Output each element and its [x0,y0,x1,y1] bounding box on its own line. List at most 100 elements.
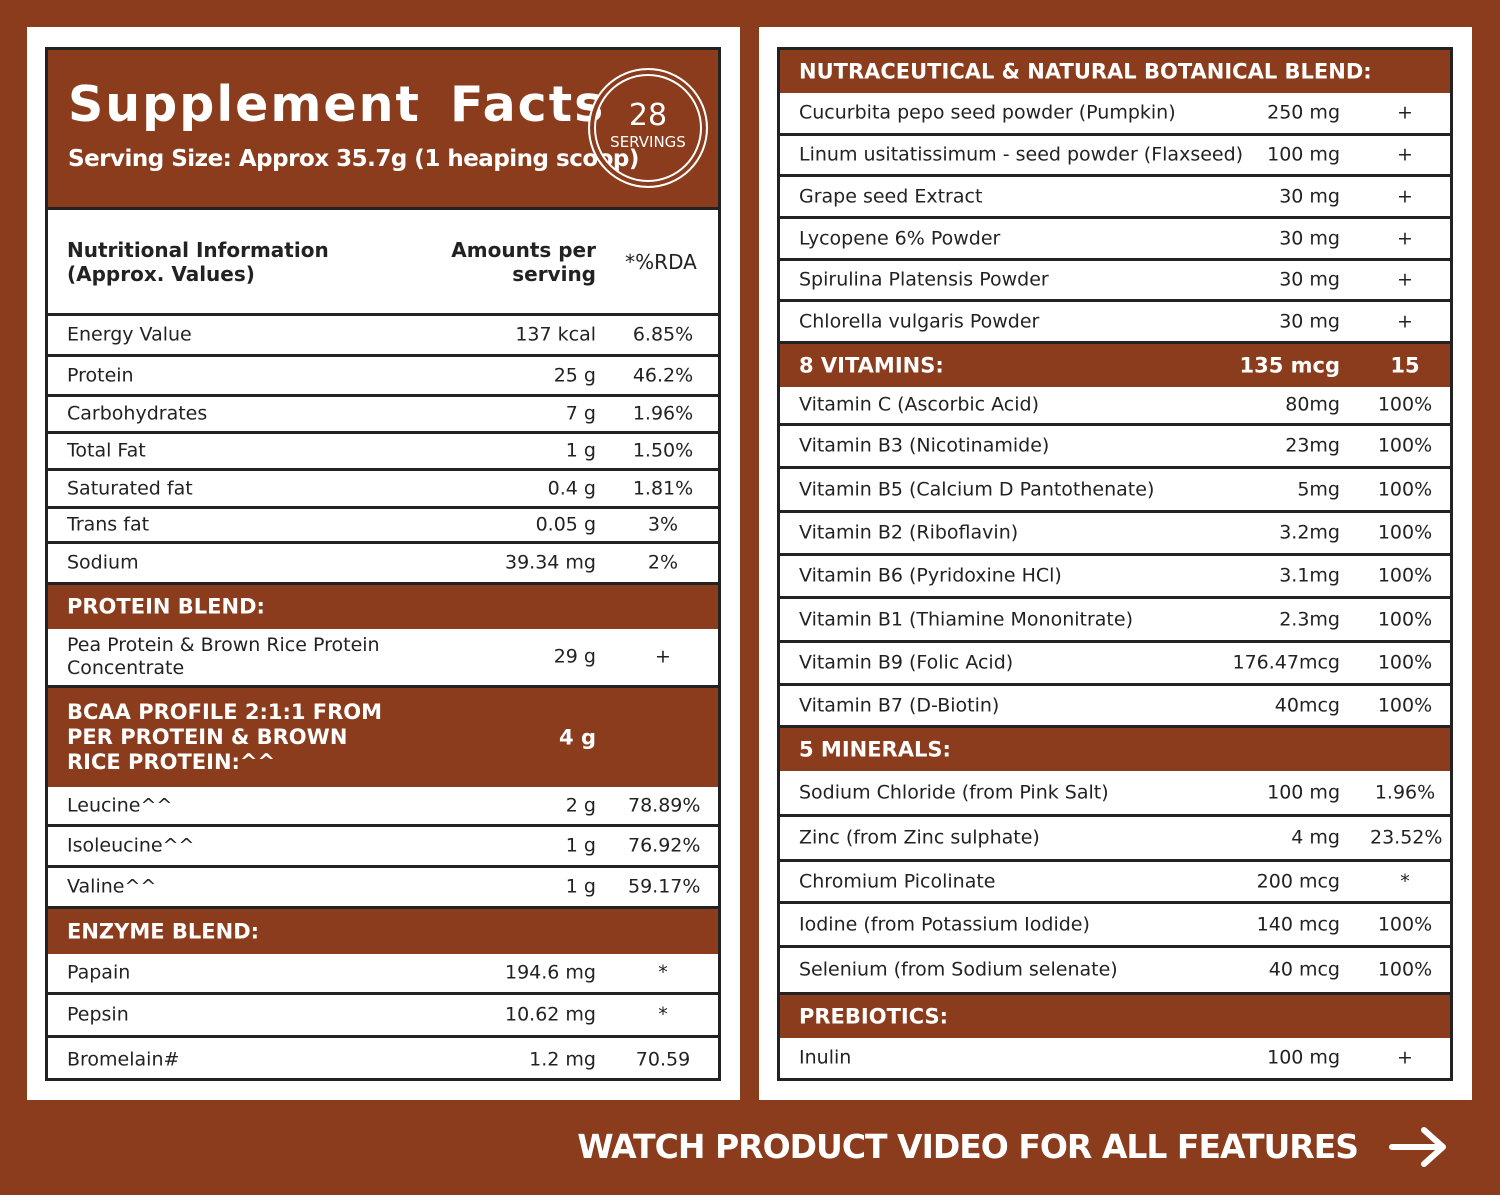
item-row: Chromium Picolinate 200 mcg * [780,862,1450,904]
item-row: Isoleucine^^ 1 g 76.92% [48,827,718,868]
left-table: Supplement Facts Serving Size: Approx 35… [45,47,721,1081]
section-rda: 15 [1390,352,1420,377]
item-amount: 1 g [565,875,596,898]
item-rda: 100% [1377,958,1433,981]
item-rda: 59.17% [628,875,701,898]
item-row: Vitamin B5 (Calcium D Pantothenate) 5mg 10… [780,469,1450,513]
item-rda: 100% [1377,434,1433,457]
item-rda: 100% [1377,651,1433,674]
column-label: Nutritional Information (Approx. Values) [67,237,329,286]
item-row: Protein 25 g 46.2% [48,357,718,397]
item-row: Pepsin 10.62 mg * [48,995,718,1038]
servings-badge: 28 SERVINGS [588,68,708,188]
item-row: Zinc (from Zinc sulphate) 4 mg 23.52% [780,817,1450,862]
item-amount: 100 mg [1267,1046,1340,1069]
item-rda: * [658,961,668,984]
section-header: BCAA PROFILE 2:1:1 FROM PER PROTEIN & BR… [48,688,718,787]
item-name: Chromium Picolinate [799,870,996,893]
section-title: 5 MINERALS: [799,736,951,761]
item-amount: 30 mg [1279,268,1340,291]
item-name: Grape seed Extract [799,185,983,208]
item-amount: 194.6 mg [504,961,596,984]
item-row: Chlorella vulgaris Powder 30 mg + [780,302,1450,344]
section-title: BCAA PROFILE 2:1:1 FROM PER PROTEIN & BR… [67,699,383,775]
item-amount: 100 mg [1267,781,1340,804]
item-rda: + [1397,227,1413,250]
item-rda: 46.2% [632,364,694,387]
item-row: Vitamin B9 (Folic Acid) 176.47mcg 100% [780,643,1450,686]
section-title: PROTEIN BLEND: [67,594,265,619]
item-rda: 1.96% [1374,781,1436,804]
item-rda: + [1397,101,1413,124]
item-rda: 3% [647,513,679,536]
item-name: Vitamin B1 (Thiamine Mononitrate) [799,608,1133,631]
item-rda: 100% [1377,608,1433,631]
item-name: Spirulina Platensis Powder [799,268,1049,291]
item-amount: 23mg [1285,434,1340,457]
item-row: Cucurbita pepo seed powder (Pumpkin) 250 … [780,93,1450,136]
section-header: NUTRACEUTICAL & NATURAL BOTANICAL BLEND: [780,50,1450,93]
column-label: Amounts per serving [451,237,596,286]
item-rda: 100% [1377,393,1433,416]
item-amount: 3.2mg [1279,521,1340,544]
item-amount: 39.34 mg [504,551,596,574]
item-amount: 30 mg [1279,185,1340,208]
section-amount: 4 g [559,724,596,749]
item-rda: 6.85% [632,323,694,346]
item-amount: 137 kcal [515,323,596,346]
item-name: Vitamin B7 (D-Biotin) [799,694,1000,717]
item-amount: 40mcg [1274,694,1340,717]
arrow-icon [1389,1127,1446,1167]
serving-size: Serving Size: Approx 35.7g (1 heaping sc… [68,146,639,172]
item-rda: 23.52% [1370,826,1443,849]
item-row: Leucine^^ 2 g 78.89% [48,787,718,827]
item-amount: 40 mcg [1268,958,1340,981]
title: Supplement Facts [68,76,606,133]
item-row: Sodium 39.34 mg 2% [48,544,718,585]
item-rda: 70.59 [635,1048,691,1071]
item-row: Lycopene 6% Powder 30 mg + [780,219,1450,261]
item-amount: 30 mg [1279,227,1340,250]
item-name: Vitamin C (Ascorbic Acid) [799,393,1040,416]
item-name: Vitamin B5 (Calcium D Pantothenate) [799,478,1155,501]
item-rda: 100% [1377,694,1433,717]
item-name: Vitamin B2 (Riboflavin) [799,521,1019,544]
item-row: Grape seed Extract 30 mg + [780,177,1450,219]
column-label: *%RDA [625,249,697,274]
item-name: Pea Protein & Brown Rice Protein Concent… [67,634,380,679]
section-title: ENZYME BLEND: [67,918,260,943]
section-amount: 135 mcg [1239,352,1340,377]
item-row: Vitamin B3 (Nicotinamide) 23mg 100% [780,426,1450,469]
item-name: Saturated fat [67,477,193,500]
item-row: Carbohydrates 7 g 1.96% [48,397,718,434]
item-name: Carbohydrates [67,402,208,425]
section-header: PROTEIN BLEND: [48,585,718,629]
item-rda: 1.50% [632,439,694,462]
item-amount: 250 mg [1267,101,1340,124]
item-amount: 4 mg [1291,826,1340,849]
right-table: NUTRACEUTICAL & NATURAL BOTANICAL BLEND:… [777,47,1453,1081]
item-amount: 80mg [1285,393,1340,416]
item-name: Papain [67,961,131,984]
item-name: Leucine^^ [67,794,173,817]
item-name: Energy Value [67,323,192,346]
item-row: Total Fat 1 g 1.50% [48,434,718,471]
item-name: Zinc (from Zinc sulphate) [799,826,1040,849]
item-amount: 200 mcg [1256,870,1340,893]
item-row: Vitamin B6 (Pyridoxine HCl) 3.1mg 100% [780,556,1450,599]
item-row: Vitamin B7 (D-Biotin) 40mcg 100% [780,686,1450,728]
item-amount: 0.05 g [535,513,596,536]
item-rda: + [1397,310,1413,333]
section-title: NUTRACEUTICAL & NATURAL BOTANICAL BLEND: [799,58,1372,83]
section-header: 8 VITAMINS: 135 mcg 15 [780,344,1450,387]
item-rda: + [655,645,671,668]
item-rda: 100% [1377,478,1433,501]
section-header: 5 MINERALS: [780,728,1450,771]
item-rda: 100% [1377,564,1433,587]
section-header: ENZYME BLEND: [48,909,718,954]
item-amount: 1 g [565,834,596,857]
item-amount: 0.4 g [547,477,596,500]
item-name: Sodium [67,551,139,574]
item-name: Vitamin B6 (Pyridoxine HCl) [799,564,1062,587]
item-name: Protein [67,364,134,387]
